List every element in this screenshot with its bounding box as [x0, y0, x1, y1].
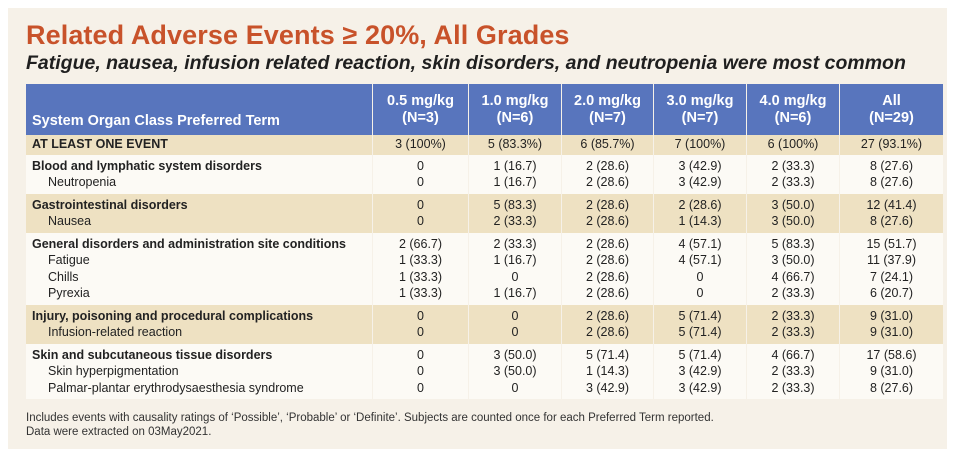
table-section-skin: Skin and subcutaneous tissue disorders S…	[26, 343, 943, 399]
pt-label: Nausea	[48, 214, 92, 228]
pt-label: Chills	[48, 269, 79, 284]
header-col-0: 0.5 mg/kg (N=3)	[372, 84, 468, 135]
pt-label: Fatigue	[48, 253, 90, 267]
table-section-general: General disorders and administration sit…	[26, 232, 943, 305]
soc-label: Injury, poisoning and procedural complic…	[32, 308, 314, 323]
header-term: System Organ Class Preferred Term	[26, 84, 372, 135]
header-col-4: 4.0 mg/kg (N=6)	[746, 84, 839, 135]
summary-value: 6 (85.7%)	[561, 135, 653, 155]
table-header-row: System Organ Class Preferred Term 0.5 mg…	[26, 84, 943, 135]
pt-label: Palmar-plantar erythrodysaesthesia syndr…	[48, 380, 304, 395]
soc-label: Skin and subcutaneous tissue disorders	[32, 347, 273, 362]
soc-label: Gastrointestinal disorders	[32, 197, 188, 212]
header-col-1: 1.0 mg/kg (N=6)	[468, 84, 561, 135]
pt-label: Pyrexia	[48, 286, 90, 300]
pt-label: Infusion-related reaction	[48, 325, 183, 339]
table-section-injury: Injury, poisoning and procedural complic…	[26, 304, 943, 344]
pt-label: Skin hyperpigmentation	[48, 364, 179, 378]
soc-label: General disorders and administration sit…	[32, 236, 346, 251]
summary-row: AT LEAST ONE EVENT 3 (100%) 5 (83.3%) 6 …	[26, 135, 943, 155]
pt-label: Neutropenia	[48, 175, 117, 189]
footnote: Includes events with causality ratings o…	[26, 411, 714, 439]
summary-value: 6 (100%)	[746, 135, 839, 155]
header-col-5: All (N=29)	[839, 84, 943, 135]
summary-value: 7 (100%)	[653, 135, 746, 155]
summary-value: 5 (83.3%)	[468, 135, 561, 155]
slide-subtitle: Fatigue, nausea, infusion related reacti…	[26, 52, 906, 74]
summary-value: 27 (93.1%)	[839, 135, 943, 155]
header-col-3: 3.0 mg/kg (N=7)	[653, 84, 746, 135]
summary-label: AT LEAST ONE EVENT	[26, 135, 372, 155]
soc-label: Blood and lymphatic system disorders	[32, 158, 262, 173]
footnote-line: Data were extracted on 03May2021.	[26, 426, 212, 438]
footnote-line: Includes events with causality ratings o…	[26, 412, 714, 424]
summary-value: 3 (100%)	[372, 135, 468, 155]
slide-title: Related Adverse Events ≥ 20%, All Grades	[26, 20, 570, 50]
slide-panel: Related Adverse Events ≥ 20%, All Grades…	[8, 8, 947, 449]
header-col-2: 2.0 mg/kg (N=7)	[561, 84, 653, 135]
table-section-blood: Blood and lymphatic system disorders Neu…	[26, 154, 943, 194]
adverse-events-table: System Organ Class Preferred Term 0.5 mg…	[26, 84, 943, 399]
